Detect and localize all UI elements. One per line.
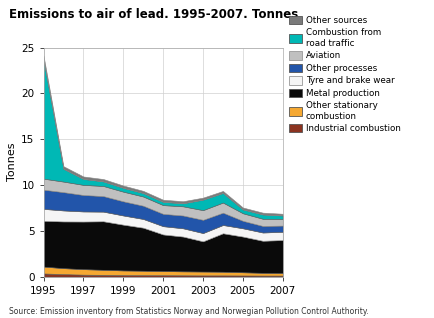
- Text: Source: Emission inventory from Statistics Norway and Norwegian Pollution Contro: Source: Emission inventory from Statisti…: [9, 308, 368, 316]
- Legend: Other sources, Combustion from
road traffic, Aviation, Other processes, Tyre and: Other sources, Combustion from road traf…: [289, 16, 400, 133]
- Text: Emissions to air of lead. 1995-2007. Tonnes: Emissions to air of lead. 1995-2007. Ton…: [9, 8, 297, 21]
- Y-axis label: Tonnes: Tonnes: [7, 143, 17, 182]
